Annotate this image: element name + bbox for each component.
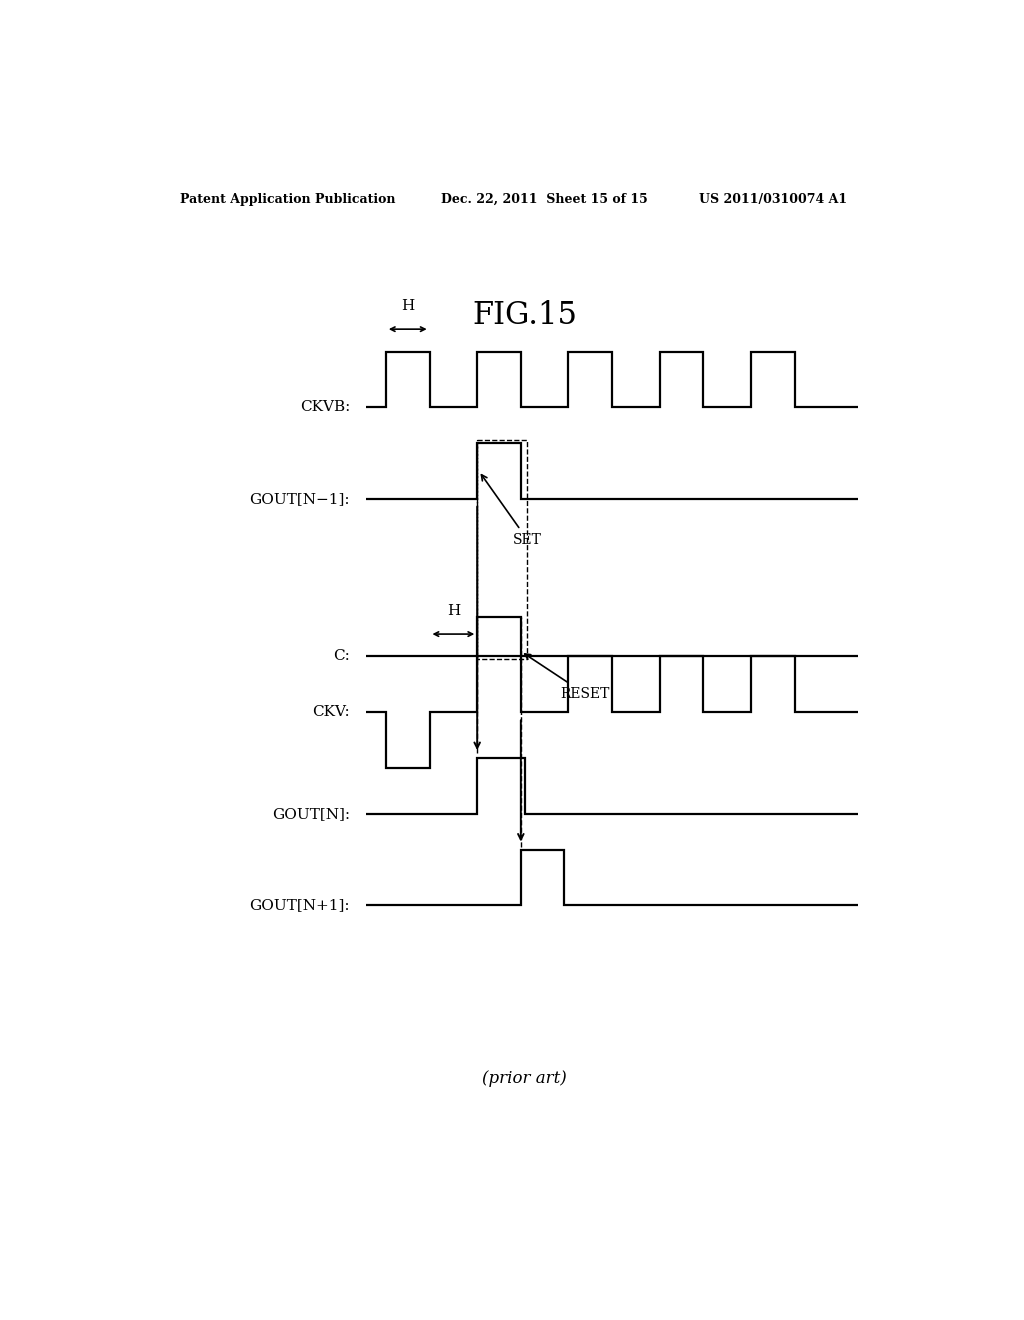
Text: Dec. 22, 2011  Sheet 15 of 15: Dec. 22, 2011 Sheet 15 of 15 — [441, 193, 648, 206]
Text: H: H — [446, 603, 460, 618]
Text: FIG.15: FIG.15 — [472, 301, 578, 331]
Text: Patent Application Publication: Patent Application Publication — [179, 193, 395, 206]
Text: (prior art): (prior art) — [482, 1069, 567, 1086]
Text: GOUT[N]:: GOUT[N]: — [272, 807, 350, 821]
Text: RESET: RESET — [524, 653, 610, 701]
Text: US 2011/0310074 A1: US 2011/0310074 A1 — [699, 193, 848, 206]
Text: CKVB:: CKVB: — [300, 400, 350, 414]
Text: SET: SET — [481, 475, 542, 546]
Text: CKV:: CKV: — [312, 705, 350, 719]
Text: GOUT[N−1]:: GOUT[N−1]: — [250, 492, 350, 506]
Text: C:: C: — [334, 649, 350, 664]
Text: GOUT[N+1]:: GOUT[N+1]: — [250, 899, 350, 912]
Text: H: H — [401, 298, 415, 313]
